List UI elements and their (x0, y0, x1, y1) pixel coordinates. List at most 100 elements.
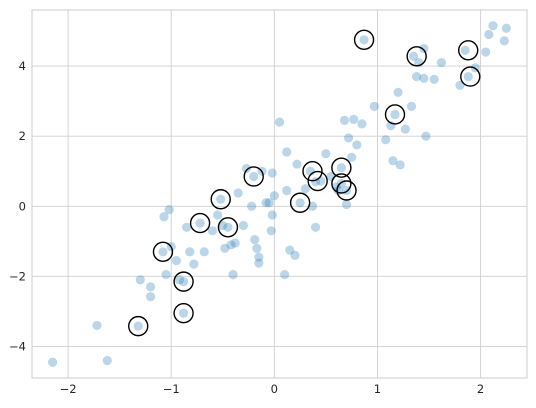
data-point (145, 292, 156, 302)
data-point (254, 252, 264, 262)
data-point (189, 259, 199, 269)
selected-point-circle (336, 180, 357, 201)
selected-point-circle (243, 166, 264, 187)
data-point (381, 135, 391, 145)
data-point (282, 147, 292, 157)
data-point (213, 210, 223, 220)
data-point (228, 270, 238, 280)
data-point (102, 355, 112, 366)
data-point (182, 222, 192, 232)
data-point (419, 43, 429, 54)
x-tick-label: 2 (477, 382, 484, 396)
x-tick-label: −2 (60, 382, 77, 396)
axes-frame (31, 9, 528, 379)
data-point (400, 124, 410, 134)
data-point (267, 210, 277, 220)
data-point (164, 205, 174, 215)
data-point (48, 357, 58, 367)
data-point (226, 240, 236, 250)
data-point (230, 238, 240, 248)
data-point (488, 21, 498, 31)
grid-lines (32, 10, 527, 378)
data-point (412, 71, 422, 82)
selected-point-circle (210, 189, 231, 210)
data-point (339, 115, 350, 125)
selected-point-circle (289, 192, 311, 213)
tick-labels: −2 −1 0 1 2 −4 −2 0 2 4 (9, 59, 484, 396)
selected-point-circle (406, 46, 427, 67)
data-point (421, 131, 431, 141)
data-point (269, 191, 279, 201)
data-point (285, 245, 295, 255)
data-point (455, 80, 465, 90)
data-point (241, 163, 252, 174)
data-points (48, 21, 511, 367)
data-point (393, 87, 403, 97)
data-point (145, 282, 156, 292)
selected-point-circle (189, 212, 211, 234)
data-point (252, 243, 262, 253)
data-point (501, 23, 511, 33)
x-tick-label: 1 (374, 382, 381, 396)
data-point (250, 234, 260, 245)
selected-point-circle (217, 217, 239, 238)
data-point (254, 258, 264, 268)
data-point (463, 71, 473, 82)
data-point (207, 226, 218, 236)
selected-point-circle (302, 161, 323, 182)
data-point (481, 47, 491, 57)
data-point (238, 220, 249, 231)
data-point (249, 171, 259, 182)
data-point (300, 184, 310, 194)
data-point (359, 35, 369, 45)
data-point (395, 160, 405, 170)
selected-point-circle (460, 66, 481, 87)
data-point (178, 308, 189, 318)
data-point (274, 117, 285, 127)
data-point (429, 74, 439, 84)
y-tick-label: 0 (19, 199, 26, 213)
data-point (220, 243, 230, 253)
selected-point-circle (173, 271, 194, 292)
data-point (295, 198, 305, 208)
y-tick-label: −4 (9, 339, 26, 353)
data-point (357, 119, 367, 129)
selected-point-circle (128, 315, 149, 337)
data-point (161, 270, 171, 280)
y-tick-label: 2 (19, 129, 26, 143)
data-point (436, 57, 447, 68)
data-point (460, 45, 470, 55)
data-point (218, 220, 228, 231)
data-point (223, 222, 233, 232)
data-point (195, 218, 205, 228)
data-point (408, 51, 419, 61)
data-point (178, 277, 189, 287)
data-point (343, 133, 354, 143)
data-point (341, 199, 352, 210)
selected-point-circle (384, 104, 406, 125)
selected-point-circle (307, 170, 328, 192)
data-point (310, 222, 321, 232)
data-point (347, 152, 357, 162)
data-point (369, 101, 379, 111)
data-point (267, 168, 277, 178)
y-tick-label: 4 (19, 59, 26, 73)
data-point (133, 321, 143, 331)
data-point (171, 255, 181, 266)
selected-point-circle (458, 40, 479, 61)
data-point (280, 270, 290, 280)
data-point (419, 73, 429, 83)
data-point (266, 226, 276, 236)
data-point (282, 185, 292, 196)
x-tick-label: −1 (163, 382, 180, 396)
data-point (349, 114, 359, 124)
data-point (352, 140, 362, 150)
selected-point-circle (353, 29, 375, 50)
data-point (390, 109, 400, 120)
selected-point-circle (152, 241, 174, 263)
data-point (321, 149, 331, 159)
data-point (158, 247, 168, 257)
data-point (388, 156, 398, 166)
data-point (135, 275, 145, 285)
